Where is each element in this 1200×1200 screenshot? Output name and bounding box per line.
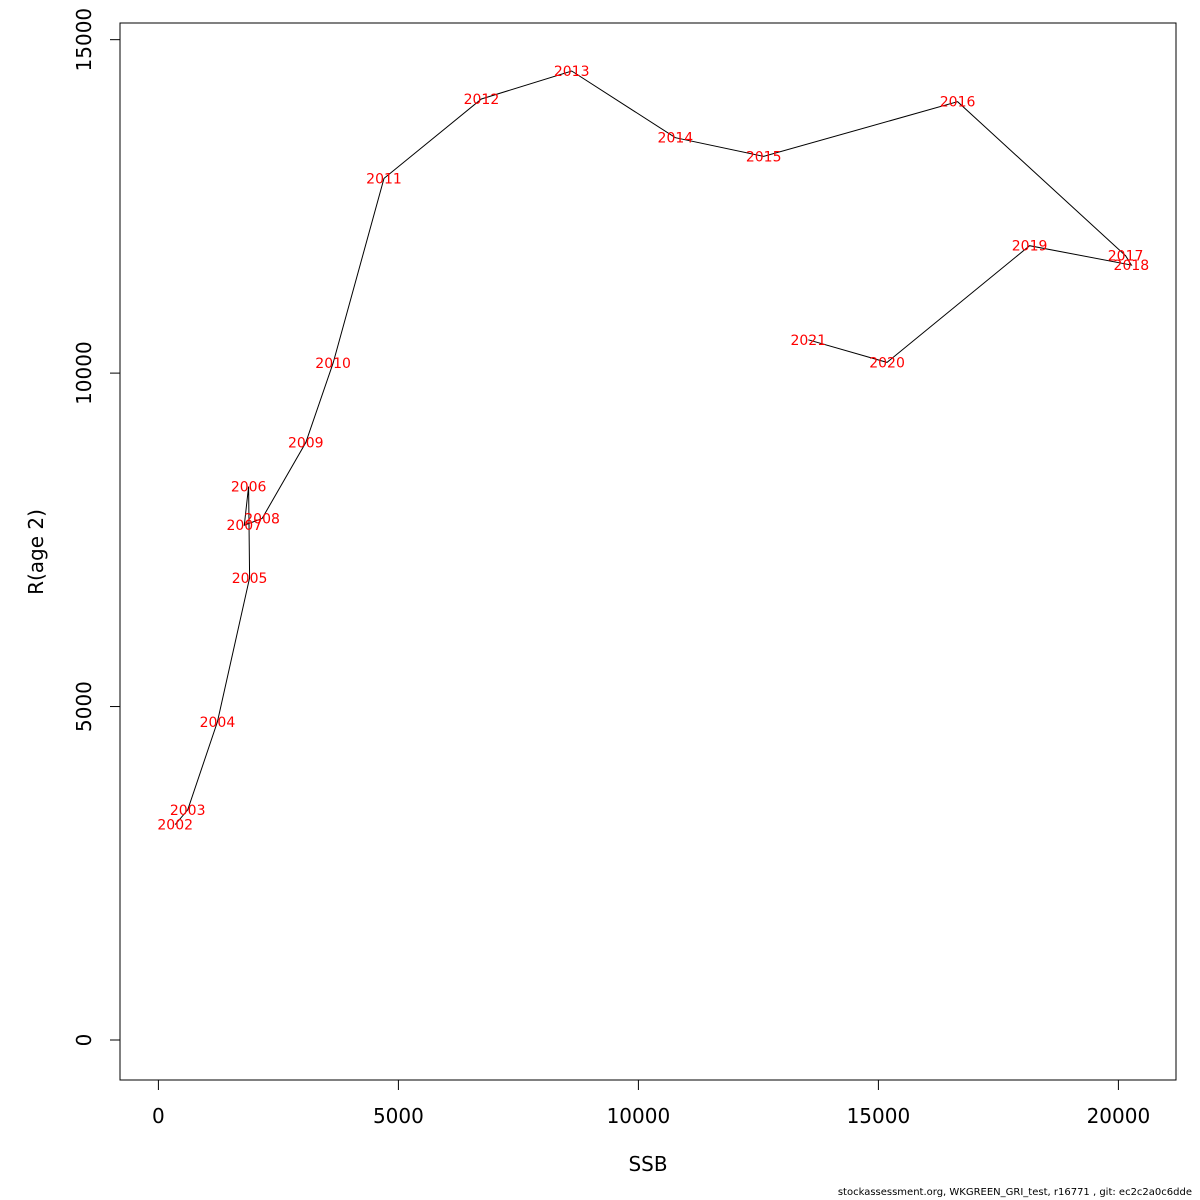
year-label-2007: 2007	[226, 518, 262, 534]
plot-frame	[119, 22, 1177, 1081]
year-label-2009: 2009	[288, 435, 324, 451]
year-label-2004: 2004	[200, 715, 236, 731]
y-tick-label: 10000	[72, 341, 96, 405]
year-label-2014: 2014	[658, 131, 694, 147]
year-label-2021: 2021	[790, 333, 826, 349]
year-label-2010: 2010	[315, 356, 351, 372]
year-label-2006: 2006	[231, 479, 267, 495]
y-axis-title: R(age 2)	[24, 509, 48, 595]
y-axis: 0 5000 10000 15000	[72, 8, 121, 1047]
year-label-2002: 2002	[157, 818, 193, 834]
year-label-2013: 2013	[554, 64, 590, 80]
year-label-2005: 2005	[232, 571, 268, 587]
y-tick-label: 0	[72, 1034, 96, 1047]
year-label-2017: 2017	[1108, 249, 1144, 265]
year-label-2011: 2011	[366, 171, 402, 187]
y-tick-label: 5000	[72, 681, 96, 732]
series-line	[174, 70, 1133, 825]
year-label-2019: 2019	[1012, 239, 1048, 255]
year-label-2008: 2008	[244, 511, 280, 527]
year-label-2015: 2015	[746, 149, 782, 165]
y-tick-label: 15000	[72, 8, 96, 72]
x-tick-label: 20000	[1087, 1104, 1151, 1128]
year-label-2018: 2018	[1114, 258, 1150, 274]
year-label-2016: 2016	[940, 95, 976, 111]
x-tick-label: 10000	[607, 1104, 671, 1128]
year-label-2012: 2012	[464, 92, 500, 108]
year-label-2003: 2003	[170, 803, 206, 819]
x-tick-label: 15000	[847, 1104, 911, 1128]
x-axis: 0 5000 10000 15000 20000	[152, 1079, 1151, 1128]
x-tick-label: 0	[152, 1104, 165, 1128]
footer-text: stockassessment.org, WKGREEN_GRI_test, r…	[837, 1187, 1192, 1198]
x-tick-label: 5000	[373, 1104, 424, 1128]
year-label-2020: 2020	[869, 355, 905, 371]
x-axis-title: SSB	[628, 1152, 667, 1176]
